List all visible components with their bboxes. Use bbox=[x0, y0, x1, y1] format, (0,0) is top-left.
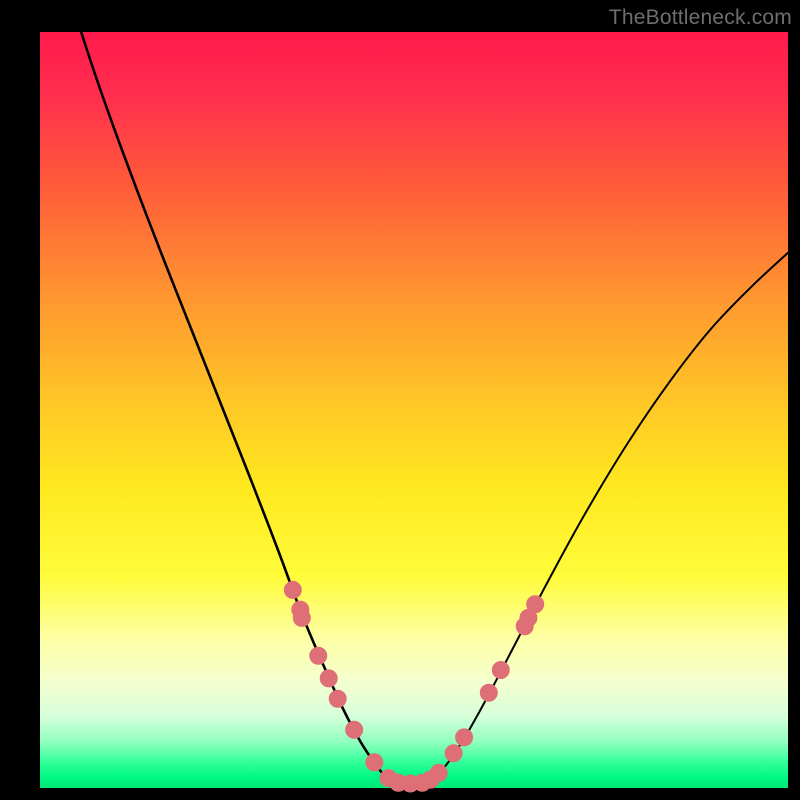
data-marker bbox=[310, 647, 327, 664]
plot-area bbox=[40, 32, 788, 788]
curve-right bbox=[425, 253, 788, 784]
data-marker bbox=[346, 721, 363, 738]
data-marker bbox=[527, 596, 544, 613]
data-marker bbox=[329, 690, 346, 707]
data-marker bbox=[293, 609, 310, 626]
data-marker bbox=[284, 581, 301, 598]
data-marker bbox=[456, 729, 473, 746]
data-marker bbox=[366, 754, 383, 771]
curve-left bbox=[81, 32, 395, 783]
chart-svg bbox=[40, 32, 788, 788]
data-marker bbox=[480, 684, 497, 701]
marker-group bbox=[284, 581, 543, 792]
data-marker bbox=[492, 662, 509, 679]
data-marker bbox=[445, 745, 462, 762]
outer-frame: TheBottleneck.com bbox=[0, 0, 800, 800]
data-marker bbox=[430, 764, 447, 781]
watermark-text: TheBottleneck.com bbox=[609, 6, 792, 30]
data-marker bbox=[320, 670, 337, 687]
